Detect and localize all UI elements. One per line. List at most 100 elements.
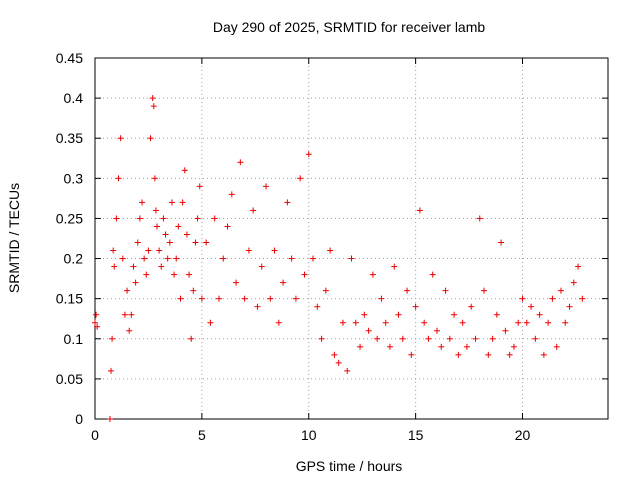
- data-point: [292, 295, 299, 302]
- data-point: [322, 287, 329, 294]
- data-point: [237, 159, 244, 166]
- data-point: [519, 295, 526, 302]
- data-point: [275, 319, 282, 326]
- data-point: [318, 335, 325, 342]
- data-point: [113, 215, 120, 222]
- data-point: [110, 247, 117, 254]
- data-point: [425, 335, 432, 342]
- data-point: [111, 263, 118, 270]
- data-point: [288, 255, 295, 262]
- data-point: [314, 303, 321, 310]
- data-point: [130, 263, 137, 270]
- data-point: [241, 295, 248, 302]
- data-point: [196, 183, 203, 190]
- data-point: [442, 287, 449, 294]
- data-point: [179, 199, 186, 206]
- data-point: [515, 319, 522, 326]
- data-point: [416, 207, 423, 214]
- data-point: [168, 199, 175, 206]
- data-point: [506, 351, 513, 358]
- data-point: [399, 335, 406, 342]
- data-point: [481, 287, 488, 294]
- data-point: [463, 343, 470, 350]
- data-point: [412, 303, 419, 310]
- data-point: [434, 327, 440, 334]
- data-point: [575, 263, 582, 270]
- data-point: [203, 239, 210, 246]
- data-point: [476, 215, 483, 222]
- data-point: [498, 239, 505, 246]
- data-point: [160, 215, 167, 222]
- data-point: [263, 183, 269, 190]
- data-point: [382, 319, 389, 326]
- y-tick-labels: 0 0.05 0.1 0.15 0.2 0.25 0.3 0.35 0.4 0.45: [56, 50, 83, 427]
- data-point: [128, 311, 135, 318]
- data-point: [194, 215, 201, 222]
- data-point: [109, 335, 116, 342]
- data-point: [153, 223, 160, 230]
- data-point: [280, 279, 287, 286]
- data-point: [224, 223, 231, 230]
- data-point: [106, 416, 113, 422]
- data-point: [348, 255, 355, 262]
- y-tick-label: 0.1: [64, 331, 84, 347]
- data-point: [145, 247, 152, 254]
- data-point: [331, 351, 338, 358]
- data-point: [297, 175, 304, 182]
- data-point: [566, 303, 573, 310]
- data-point: [171, 271, 178, 278]
- data-point: [536, 311, 543, 318]
- data-point: [198, 295, 205, 302]
- data-point: [141, 255, 148, 262]
- data-point: [378, 295, 385, 302]
- data-point: [339, 319, 346, 326]
- data-point: [152, 207, 159, 214]
- data-point: [459, 319, 466, 326]
- data-point: [215, 295, 222, 302]
- data-point: [528, 303, 535, 310]
- data-point: [220, 255, 227, 262]
- data-point: [562, 319, 569, 326]
- data-point: [132, 279, 139, 286]
- data-point: [557, 287, 564, 294]
- data-point: [271, 247, 278, 254]
- data-point: [267, 295, 274, 302]
- data-point: [386, 343, 393, 350]
- data-point: [540, 351, 547, 358]
- data-point: [181, 167, 188, 174]
- data-point: [284, 199, 291, 206]
- data-point: [147, 135, 154, 142]
- data-point: [124, 287, 131, 294]
- data-point: [94, 323, 101, 330]
- data-point: [553, 343, 560, 350]
- data-point: [149, 95, 156, 102]
- y-axis-label: SRMTID / TECUs: [6, 183, 22, 293]
- data-point: [119, 255, 126, 262]
- y-tick-label: 0.45: [56, 50, 83, 66]
- data-point: [493, 311, 500, 318]
- data-point: [156, 247, 163, 254]
- data-point: [143, 271, 150, 278]
- y-tick-label: 0: [75, 411, 83, 427]
- y-tick-label: 0.2: [64, 251, 84, 267]
- y-tick-label: 0.4: [64, 90, 84, 106]
- data-point: [455, 351, 462, 358]
- data-point: [150, 103, 157, 110]
- data-point: [438, 343, 445, 350]
- data-point: [115, 175, 122, 182]
- data-point: [136, 215, 143, 222]
- data-point: [92, 319, 98, 326]
- data-point: [175, 223, 182, 230]
- data-point: [192, 239, 199, 246]
- data-point: [570, 279, 577, 286]
- data-point: [352, 319, 359, 326]
- data-point: [93, 311, 100, 318]
- y-tick-label: 0.35: [56, 130, 83, 146]
- data-point: [374, 335, 381, 342]
- data-point: [446, 335, 453, 342]
- data-point: [126, 327, 133, 334]
- data-point: [404, 287, 411, 294]
- data-point: [186, 271, 193, 278]
- data-point: [335, 359, 342, 366]
